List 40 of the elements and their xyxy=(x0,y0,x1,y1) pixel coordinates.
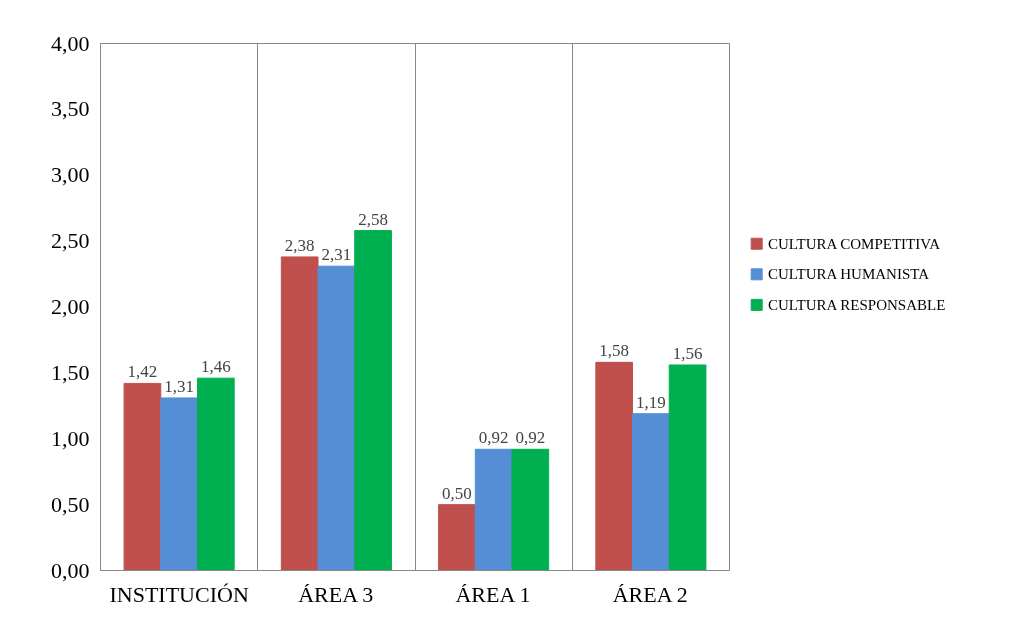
data-label: 2,38 xyxy=(284,235,315,255)
data-label: 2,31 xyxy=(321,245,352,265)
bar xyxy=(511,448,550,571)
y-tick-label: 3,50 xyxy=(51,96,90,122)
y-tick-label: 1,50 xyxy=(51,359,90,385)
x-tick-label: INSTITUCIÓN xyxy=(109,581,249,607)
bar xyxy=(123,382,162,571)
y-tick-label: 1,00 xyxy=(51,425,90,451)
bar xyxy=(438,504,476,571)
data-label: 0,50 xyxy=(442,483,472,503)
bar xyxy=(668,364,707,571)
legend-label: CULTURA COMPETITIVA xyxy=(767,235,941,252)
y-tick-label: 0,00 xyxy=(51,557,90,583)
bar xyxy=(354,230,392,571)
data-label: 0,92 xyxy=(478,428,509,448)
bar xyxy=(196,377,235,571)
data-label: 1,56 xyxy=(672,343,703,363)
bar xyxy=(474,448,513,571)
data-label: 1,42 xyxy=(127,362,158,382)
data-label: 2,58 xyxy=(358,209,388,229)
y-tick-label: 2,00 xyxy=(51,294,90,319)
y-tick-label: 0,50 xyxy=(51,491,90,517)
data-label: 1,31 xyxy=(164,376,194,396)
legend-label: CULTURA HUMANISTA xyxy=(767,266,930,283)
x-tick-label: ÁREA 3 xyxy=(298,581,374,607)
bar xyxy=(632,413,670,571)
legend-label: CULTURA RESPONSABLE xyxy=(767,296,946,313)
bar xyxy=(595,361,634,571)
y-tick-label: 2,50 xyxy=(51,228,90,254)
y-tick-label: 3,00 xyxy=(51,162,90,188)
x-tick-label: ÁREA 1 xyxy=(455,581,531,607)
x-tick-label: ÁREA 2 xyxy=(612,581,688,607)
bar xyxy=(317,265,356,571)
y-tick-label: 4,00 xyxy=(51,30,90,56)
data-label: 1,58 xyxy=(599,341,630,361)
data-label: 1,19 xyxy=(636,392,666,412)
data-label: 0,92 xyxy=(515,428,546,448)
data-label: 1,46 xyxy=(200,357,231,377)
bar xyxy=(160,397,198,571)
bar xyxy=(280,256,319,571)
